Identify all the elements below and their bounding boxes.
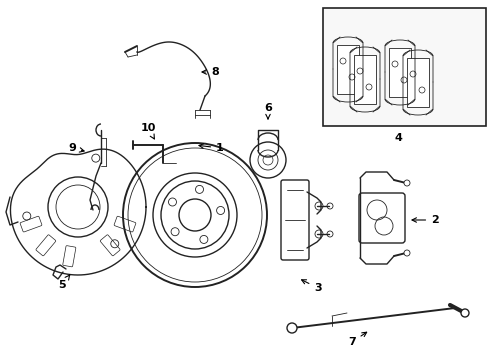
Circle shape — [286, 323, 296, 333]
Text: 8: 8 — [202, 67, 219, 77]
Text: 4: 4 — [393, 133, 401, 143]
Bar — [406, 58, 428, 107]
Text: 5: 5 — [58, 275, 70, 290]
Circle shape — [403, 180, 409, 186]
Bar — [388, 48, 410, 97]
Text: 3: 3 — [301, 280, 321, 293]
Text: 6: 6 — [264, 103, 271, 119]
Bar — [336, 45, 358, 94]
Bar — [323, 8, 485, 126]
Bar — [353, 55, 375, 104]
Text: 9: 9 — [68, 143, 84, 153]
Text: 2: 2 — [411, 215, 438, 225]
Circle shape — [460, 309, 468, 317]
Text: 10: 10 — [140, 123, 155, 139]
FancyBboxPatch shape — [281, 180, 308, 260]
FancyBboxPatch shape — [358, 193, 404, 243]
Text: 1: 1 — [199, 143, 224, 153]
Text: 7: 7 — [347, 332, 366, 347]
Circle shape — [403, 250, 409, 256]
